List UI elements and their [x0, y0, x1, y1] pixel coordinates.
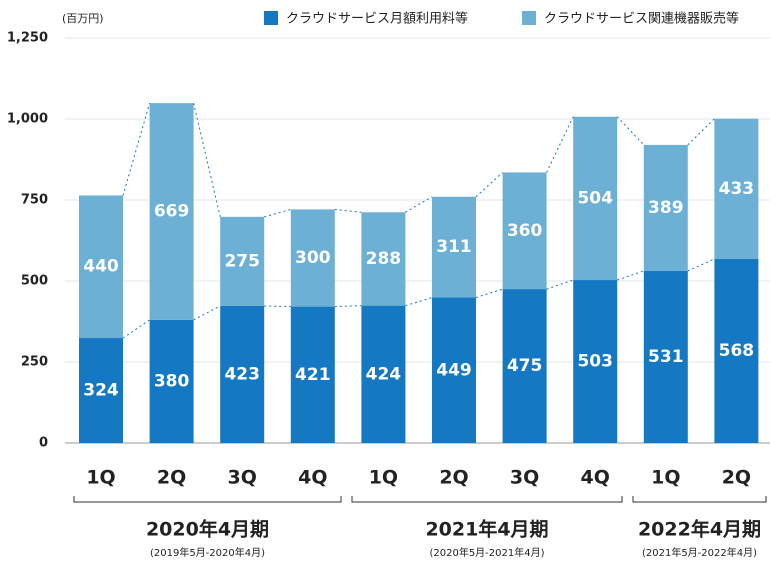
bar-segment [220, 305, 265, 443]
value-label: 440 [83, 257, 119, 277]
bar-segment [643, 270, 688, 443]
connector [405, 297, 433, 307]
value-label: 423 [224, 364, 260, 384]
connector [334, 208, 362, 213]
group-sub: (2020年5月-2021年4月) [429, 546, 544, 559]
value-label: 503 [577, 352, 613, 372]
value-label: 360 [507, 221, 543, 241]
value-label: 504 [577, 188, 613, 208]
legend-label: クラウドサービス月額利用料等 [286, 11, 468, 27]
connector [264, 305, 291, 308]
group-bracket [73, 496, 342, 503]
connector [617, 270, 644, 281]
bar-segment [714, 118, 759, 259]
group-label: 2022年4月期 [638, 518, 761, 541]
bar-segment [149, 103, 194, 320]
bar-segment [643, 144, 688, 271]
bar-segment [502, 172, 547, 290]
value-label: 475 [507, 356, 543, 376]
bar-segment [290, 306, 335, 443]
connector [616, 116, 645, 146]
value-label: 389 [648, 198, 684, 218]
value-label: 568 [719, 341, 755, 361]
group-bracket [632, 496, 767, 503]
bar-segment [361, 212, 406, 306]
value-label: 424 [366, 364, 402, 384]
connector [475, 172, 503, 198]
value-label: 531 [648, 347, 684, 367]
group-label: 2021年4月期 [425, 518, 548, 541]
x-tick-label: 1Q [86, 467, 115, 489]
value-label: 324 [83, 381, 119, 401]
bar-segment [714, 258, 759, 443]
connector [193, 305, 221, 321]
x-tick-label: 2Q [157, 467, 186, 489]
bar-segment [432, 297, 476, 443]
connector [687, 258, 715, 272]
bar-segment [79, 195, 123, 339]
y-tick-label: 1,000 [7, 112, 48, 127]
legend-label: クラウドサービス関連機器販売等 [544, 11, 739, 27]
connector [122, 102, 151, 196]
legend-swatch [522, 11, 536, 25]
y-tick-label: 250 [21, 355, 48, 370]
value-label: 311 [436, 237, 472, 257]
value-label: 288 [366, 249, 402, 269]
value-label: 275 [224, 251, 260, 271]
value-label: 380 [154, 371, 190, 391]
x-tick-label: 4Q [298, 467, 327, 489]
unit-label: (百万円) [62, 12, 104, 25]
bar-segment [432, 196, 476, 298]
group-sub: (2019年5月-2020年4月) [150, 546, 265, 559]
bar-segment [220, 216, 265, 306]
bar-segment [149, 319, 194, 443]
x-tick-label: 1Q [651, 467, 680, 489]
bar-segment [573, 280, 618, 443]
connector [546, 116, 574, 173]
value-label: 421 [295, 365, 331, 385]
bar-segment [79, 338, 123, 443]
bar-segment [290, 209, 335, 307]
x-tick-label: 3Q [228, 467, 257, 489]
connector [264, 208, 291, 218]
connector [334, 305, 362, 308]
bar-segment [573, 116, 618, 281]
y-tick-label: 1,250 [7, 31, 48, 46]
connector [405, 196, 433, 213]
group-sub: (2021年5月-2022年4月) [642, 546, 757, 559]
value-label: 300 [295, 248, 331, 268]
value-label: 433 [719, 179, 755, 199]
bar-segment [502, 289, 547, 443]
x-tick-label: 1Q [369, 467, 398, 489]
y-tick-label: 500 [21, 274, 48, 289]
connector [122, 319, 150, 339]
value-label: 449 [436, 360, 472, 380]
bar-segment [361, 305, 406, 443]
x-tick-label: 2Q [439, 467, 468, 489]
legend-swatch [264, 11, 278, 25]
x-tick-label: 2Q [722, 467, 751, 489]
connector [475, 288, 503, 299]
y-tick-label: 0 [39, 436, 48, 451]
x-tick-label: 4Q [581, 467, 610, 489]
group-label: 2020年4月期 [146, 518, 269, 541]
x-tick-label: 3Q [510, 467, 539, 489]
connector [687, 118, 715, 146]
group-bracket [351, 496, 623, 503]
y-tick-label: 750 [21, 193, 48, 208]
value-label: 669 [154, 202, 190, 222]
